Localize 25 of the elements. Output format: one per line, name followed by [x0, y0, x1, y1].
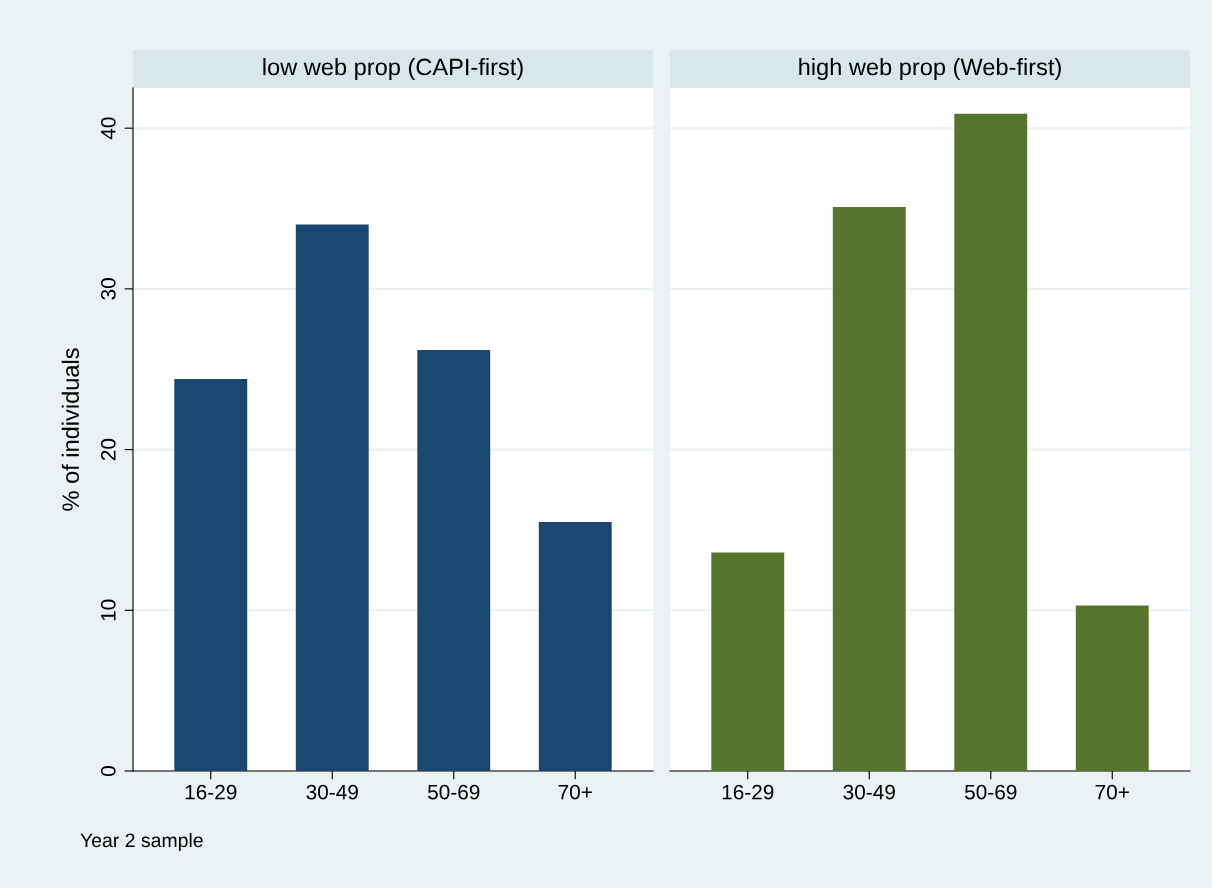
x-tick-label: 70+ [558, 784, 592, 800]
x-tick-label: 50-69 [427, 784, 480, 800]
bar [417, 349, 491, 771]
chart-title: low web prop (CAPI-first) [263, 58, 523, 81]
x-tick-label: 16-29 [185, 784, 237, 800]
bar [538, 521, 612, 771]
y-axis-title: % of individuals [61, 348, 80, 511]
x-tick-label: 50-69 [964, 784, 1017, 800]
x-tick-label: 16-29 [722, 784, 774, 800]
bar [174, 378, 248, 771]
y-tick-label: 40 [100, 117, 116, 140]
y-tick-label: 20 [100, 438, 116, 461]
y-tick-label: 0 [100, 766, 116, 776]
x-tick-label: 30-49 [843, 784, 895, 800]
x-tick-label: 70+ [1095, 784, 1129, 800]
bar [1075, 605, 1149, 771]
bar [954, 113, 1028, 771]
chart-title: high web prop (Web-first) [799, 58, 1061, 81]
x-tick-label: 30-49 [306, 784, 358, 800]
bar [295, 224, 369, 771]
y-tick-label: 30 [100, 278, 116, 300]
text: Year 2 sample [80, 832, 203, 852]
y-tick-label: 10 [100, 599, 116, 621]
bar [832, 206, 906, 771]
bar [711, 552, 785, 771]
